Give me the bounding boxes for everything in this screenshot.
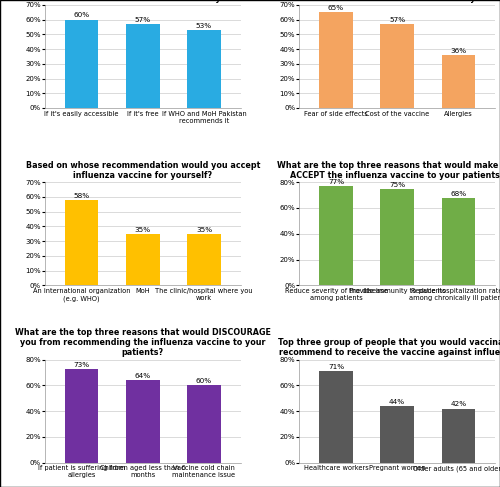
Text: 65%: 65% <box>328 5 344 11</box>
Text: 64%: 64% <box>135 373 151 379</box>
Text: 77%: 77% <box>328 179 344 185</box>
Title: What are the top three reasons that would DISCOURAGE
you from recommending the i: What are the top three reasons that woul… <box>15 328 271 357</box>
Text: 68%: 68% <box>450 190 466 197</box>
Bar <box>65 369 98 463</box>
Text: 35%: 35% <box>135 226 151 233</box>
Bar <box>319 186 353 285</box>
Title: Top three group of people that you would vaccinate/
recommend to receive the vac: Top three group of people that you would… <box>278 338 500 357</box>
Bar <box>442 409 475 463</box>
Bar <box>187 30 221 108</box>
Text: 75%: 75% <box>389 182 405 187</box>
Bar <box>126 234 160 285</box>
Text: 60%: 60% <box>74 13 90 19</box>
Text: 53%: 53% <box>196 23 212 29</box>
Bar <box>442 198 475 285</box>
Text: 44%: 44% <box>389 399 405 405</box>
Text: 71%: 71% <box>328 364 344 370</box>
Bar <box>65 200 98 285</box>
Bar <box>187 234 221 285</box>
Bar <box>319 371 353 463</box>
Text: 57%: 57% <box>135 17 151 23</box>
Bar <box>442 55 475 108</box>
Text: 73%: 73% <box>74 361 90 368</box>
Text: 42%: 42% <box>450 401 466 408</box>
Bar <box>126 380 160 463</box>
Title: What are the top three reasons that would make you
ACCEPT to take the influenza : What are the top three reasons that woul… <box>22 0 263 3</box>
Bar <box>380 188 414 285</box>
Bar <box>187 385 221 463</box>
Text: 36%: 36% <box>450 48 466 54</box>
Bar <box>126 24 160 108</box>
Text: 57%: 57% <box>389 17 405 23</box>
Bar <box>319 12 353 108</box>
Text: 35%: 35% <box>196 226 212 233</box>
Bar <box>380 24 414 108</box>
Bar <box>65 19 98 108</box>
Text: 60%: 60% <box>196 378 212 384</box>
Title: What are the top three reasons that would make you
REFUSE to take the influenza : What are the top three reasons that woul… <box>277 0 500 3</box>
Bar <box>380 406 414 463</box>
Text: 58%: 58% <box>74 193 90 199</box>
Title: What are the top three reasons that would make you
ACCEPT the influenza vaccine : What are the top three reasons that woul… <box>277 161 500 180</box>
Title: Based on whose recommendation would you accept
influenza vaccine for yourself?: Based on whose recommendation would you … <box>26 161 260 180</box>
